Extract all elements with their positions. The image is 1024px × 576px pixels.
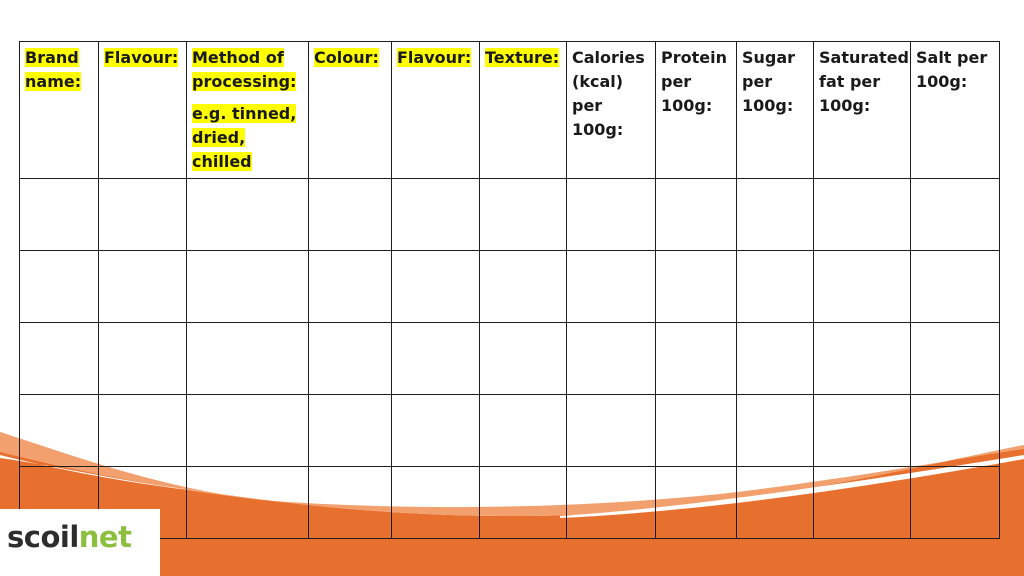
table-cell[interactable]	[910, 466, 1000, 539]
table-cell[interactable]	[655, 250, 737, 323]
table-cell[interactable]	[736, 178, 814, 251]
table-cell[interactable]	[910, 250, 1000, 323]
table-cell[interactable]	[910, 322, 1000, 395]
table-cell[interactable]	[308, 322, 392, 395]
table-row	[19, 322, 1000, 395]
comparison-table: Brand name: Flavour: Method of processing:…	[19, 41, 1000, 539]
table-cell[interactable]	[736, 466, 814, 539]
table-cell[interactable]	[566, 466, 656, 539]
table-cell[interactable]	[566, 322, 656, 395]
table-row	[19, 466, 1000, 539]
header-label: Sugar per 100g:	[742, 48, 796, 115]
table-cell[interactable]	[308, 250, 392, 323]
header-label: Calories (kcal) per 100g:	[572, 48, 645, 139]
table-row	[19, 250, 1000, 323]
header-cell: Brand name:	[19, 41, 99, 179]
table-cell[interactable]	[19, 178, 99, 251]
table-cell[interactable]	[813, 322, 911, 395]
wave-main	[0, 432, 1024, 576]
table-cell[interactable]	[98, 178, 187, 251]
header-example: e.g. tinned, dried, chilled	[192, 104, 297, 171]
header-label: Flavour:	[104, 48, 179, 67]
table-cell[interactable]	[308, 394, 392, 467]
table-cell[interactable]	[566, 178, 656, 251]
table-row	[19, 178, 1000, 251]
header-label: Colour:	[314, 48, 379, 67]
header-label: Salt per 100g:	[916, 48, 988, 91]
table-cell[interactable]	[98, 394, 187, 467]
table-cell[interactable]	[813, 394, 911, 467]
header-cell: Sugar per 100g:	[736, 41, 814, 179]
table-cell[interactable]	[391, 178, 480, 251]
logo-prefix: scoil	[7, 520, 79, 554]
table-cell[interactable]	[813, 250, 911, 323]
table-cell[interactable]	[813, 178, 911, 251]
header-label: Brand name:	[25, 48, 82, 91]
table-cell[interactable]	[566, 394, 656, 467]
header-label: Protein per 100g:	[661, 48, 727, 115]
header-cell: Calories (kcal) per 100g:	[566, 41, 656, 179]
header-cell: Flavour:	[391, 41, 480, 179]
table-cell[interactable]	[391, 394, 480, 467]
table-cell[interactable]	[186, 178, 309, 251]
header-cell: Salt per 100g:	[910, 41, 1000, 179]
header-row: Brand name: Flavour: Method of processing:…	[19, 41, 1000, 179]
table-cell[interactable]	[19, 322, 99, 395]
table-cell[interactable]	[98, 322, 187, 395]
table-cell[interactable]	[736, 322, 814, 395]
table-cell[interactable]	[479, 466, 567, 539]
table-cell[interactable]	[479, 178, 567, 251]
table-cell[interactable]	[655, 394, 737, 467]
table-cell[interactable]	[910, 394, 1000, 467]
header-cell: Texture:	[479, 41, 567, 179]
table-cell[interactable]	[736, 394, 814, 467]
logo-accent: net	[78, 520, 132, 554]
table-cell[interactable]	[813, 466, 911, 539]
table-cell[interactable]	[186, 466, 309, 539]
header-cell: Method of processing: e.g. tinned, dried,…	[186, 41, 309, 179]
header-label: Saturated fat per 100g:	[819, 48, 909, 115]
header-cell: Protein per 100g:	[655, 41, 737, 179]
table-cell[interactable]	[910, 178, 1000, 251]
header-cell: Flavour:	[98, 41, 187, 179]
table-cell[interactable]	[391, 250, 480, 323]
table-cell[interactable]	[736, 250, 814, 323]
header-cell: Colour:	[308, 41, 392, 179]
table-cell[interactable]	[479, 322, 567, 395]
table-cell[interactable]	[391, 322, 480, 395]
table-cell[interactable]	[391, 466, 480, 539]
table-row	[19, 394, 1000, 467]
table-cell[interactable]	[186, 322, 309, 395]
scoilnet-logo: scoilnet	[7, 520, 132, 554]
header-label: Method of processing:	[192, 48, 297, 91]
table-cell[interactable]	[655, 466, 737, 539]
header-label: Texture:	[485, 48, 560, 67]
table-cell[interactable]	[186, 394, 309, 467]
header-cell: Saturated fat per 100g:	[813, 41, 911, 179]
table-cell[interactable]	[308, 466, 392, 539]
table-cell[interactable]	[479, 250, 567, 323]
table-cell[interactable]	[566, 250, 656, 323]
table-cell[interactable]	[655, 178, 737, 251]
logo-background	[0, 509, 160, 576]
header-label: Flavour:	[397, 48, 472, 67]
table-cell[interactable]	[19, 394, 99, 467]
header-example-wrapper: e.g. tinned, dried, chilled	[192, 102, 303, 174]
table-cell[interactable]	[186, 250, 309, 323]
table-cell[interactable]	[308, 178, 392, 251]
table-cell[interactable]	[479, 394, 567, 467]
table-cell[interactable]	[655, 322, 737, 395]
table-cell[interactable]	[19, 250, 99, 323]
table-cell[interactable]	[98, 250, 187, 323]
